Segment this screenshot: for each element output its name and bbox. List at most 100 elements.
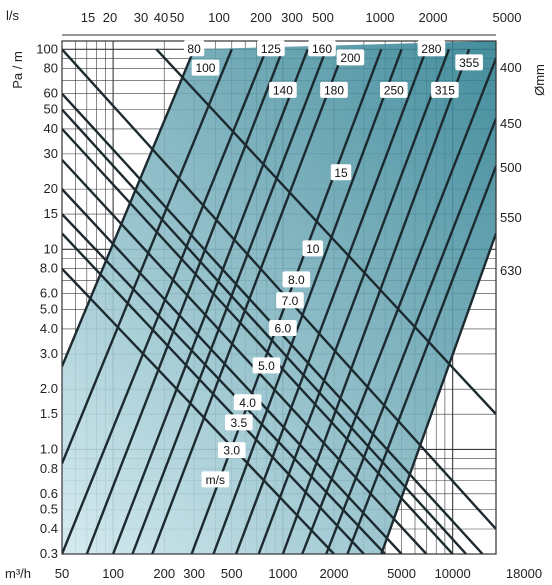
diameter-line-140 xyxy=(85,48,285,554)
velocity-line-5-0 xyxy=(62,159,428,554)
top-tick-label: 50 xyxy=(170,10,184,25)
tag-label: 140 xyxy=(273,83,293,97)
diameter-tag-280: 280 xyxy=(417,40,446,57)
diameter-line-355 xyxy=(257,48,451,554)
velocity-tag-3-0: 3.0 xyxy=(217,442,246,459)
velocity-line-m/s xyxy=(62,267,335,554)
velocity-tag-ms: m/s xyxy=(201,471,230,488)
tag-label: 15 xyxy=(334,166,348,180)
right-label-400: 400 xyxy=(500,60,522,75)
left-tick-label: 40 xyxy=(44,121,58,136)
diameter-tag-140: 140 xyxy=(269,81,297,98)
top-axis-unit: l/s xyxy=(6,8,20,23)
right-label-450: 450 xyxy=(500,116,522,131)
bottom-tick-label: 10000 xyxy=(435,566,471,581)
diameter-line-280 xyxy=(212,48,403,554)
diameter-tag-180: 180 xyxy=(320,81,348,98)
tag-label: 3.5 xyxy=(230,416,247,430)
velocity-tag-6-0: 6.0 xyxy=(269,319,297,336)
diameter-tag-80: 80 xyxy=(183,40,205,57)
left-tick-label: 100 xyxy=(36,41,58,56)
top-tick-label: 500 xyxy=(312,10,334,25)
diameter-tag-100: 100 xyxy=(191,59,220,76)
left-tick-label: 1.0 xyxy=(40,441,58,456)
bottom-tick-label: 200 xyxy=(153,566,175,581)
tag-bg xyxy=(201,471,230,488)
velocity-tag-15: 15 xyxy=(330,164,352,181)
tag-label: m/s xyxy=(206,473,225,487)
velocity-tag-7-0: 7.0 xyxy=(276,292,304,309)
diameter-line-500 xyxy=(325,118,496,554)
diameter-line-200 xyxy=(151,48,346,554)
diameter-line-630 xyxy=(380,233,496,554)
tag-label: 80 xyxy=(187,42,201,56)
diameter-line-550 xyxy=(346,165,496,554)
top-tick-label: 30 xyxy=(134,10,148,25)
velocity-line-3-5 xyxy=(62,213,386,554)
tag-label: 3.0 xyxy=(223,444,240,458)
right-label-630: 630 xyxy=(500,263,522,278)
tag-bg xyxy=(379,81,408,98)
top-tick-label: 5000 xyxy=(493,10,522,25)
left-tick-label: 2.0 xyxy=(40,381,58,396)
velocity-line-6-0 xyxy=(62,128,454,554)
diameter-tag-355: 355 xyxy=(455,54,483,71)
bottom-tick-label: 300 xyxy=(183,566,205,581)
svg-text:m³/h: m³/h xyxy=(5,566,31,581)
tag-bg xyxy=(225,414,253,431)
bottom-axis-ticks: 50 100 200 300 500 1000 2000 5000 10000 18000 xyxy=(55,566,542,581)
velocity-tags: 15 10 8.0 7.0 6.0 5.0 4.0 3.5 3.0 m/s xyxy=(201,164,352,488)
velocity-tag-4-0: 4.0 xyxy=(233,394,262,411)
left-tick-label: 20 xyxy=(44,181,58,196)
top-tick-label: 100 xyxy=(208,10,230,25)
tag-bg xyxy=(336,49,365,66)
tag-label: 160 xyxy=(312,42,332,56)
left-tick-label: 1.5 xyxy=(40,406,58,421)
tag-bg xyxy=(302,240,323,257)
right-label-550: 550 xyxy=(500,210,522,225)
tag-label: 4.0 xyxy=(239,396,256,410)
tag-bg xyxy=(308,40,336,57)
tag-bg xyxy=(276,292,304,309)
left-tick-label: 6.0 xyxy=(40,286,58,301)
tag-label: 125 xyxy=(261,42,281,56)
diameter-line-180 xyxy=(131,48,328,554)
left-tick-label: 80 xyxy=(44,61,58,76)
left-tick-label: 30 xyxy=(44,146,58,161)
tag-label: 8.0 xyxy=(288,273,305,287)
left-tick-label: 3.0 xyxy=(40,346,58,361)
tag-bg xyxy=(252,357,281,374)
diameter-tag-160: 160 xyxy=(308,40,336,57)
tag-label: 10 xyxy=(306,242,320,256)
tag-bg xyxy=(320,81,348,98)
tag-label: 355 xyxy=(459,56,479,70)
tag-label: 100 xyxy=(195,61,215,75)
bottom-tick-label: 50 xyxy=(55,566,69,581)
tag-label: 5.0 xyxy=(258,359,275,373)
bottom-tick-label: 2000 xyxy=(320,566,349,581)
bottom-tick-label: 5000 xyxy=(387,566,416,581)
tag-label: 7.0 xyxy=(282,294,299,308)
left-tick-label: 8.0 xyxy=(40,261,58,276)
diameter-line-400 xyxy=(281,48,471,554)
velocity-tag-10: 10 xyxy=(302,240,323,257)
velocity-tag-5-0: 5.0 xyxy=(252,357,281,374)
tag-label: 180 xyxy=(324,83,344,97)
tag-bg xyxy=(217,442,246,459)
top-tick-label: 1000 xyxy=(366,10,395,25)
tag-bg xyxy=(330,164,352,181)
velocity-line-10 xyxy=(62,48,496,530)
diameter-tags: 80 100 125 140 160 180 200 250 280 315 355 xyxy=(183,40,483,98)
diameter-line-100 xyxy=(62,48,233,464)
diameter-line-450 xyxy=(301,57,496,554)
top-tick-label: 2000 xyxy=(419,10,448,25)
tag-bg xyxy=(269,319,297,336)
diameter-tag-315: 315 xyxy=(431,81,459,98)
diameter-line-125 xyxy=(62,48,268,554)
left-tick-label: 0.3 xyxy=(40,546,58,561)
tag-bg xyxy=(191,59,220,76)
left-tick-label: 0.5 xyxy=(40,502,58,517)
tag-bg xyxy=(431,81,459,98)
